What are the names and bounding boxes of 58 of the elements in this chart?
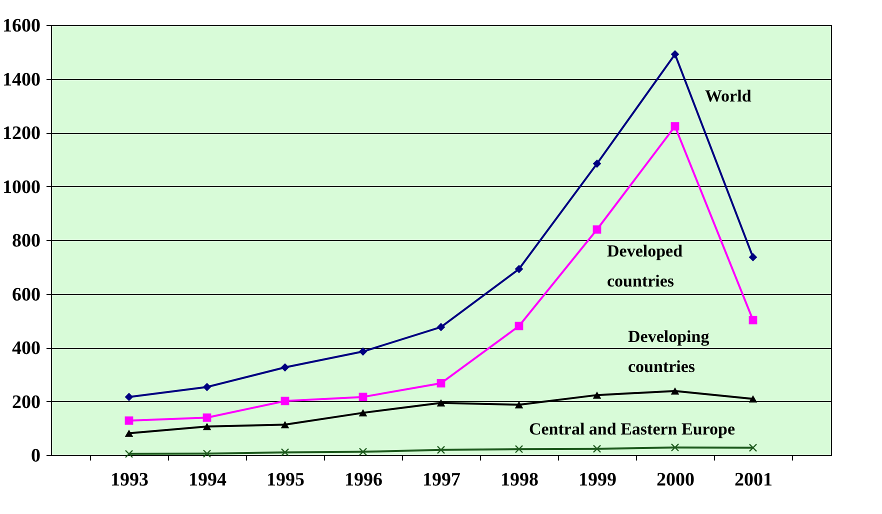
y-tick-label: 400 (12, 338, 40, 359)
point (748, 444, 758, 452)
point (592, 159, 602, 168)
point (514, 401, 524, 408)
y-tick-label: 200 (12, 392, 40, 413)
x-tick-label: 1994 (188, 470, 227, 490)
point (280, 448, 290, 456)
x-tick-label: 1993 (110, 470, 148, 490)
point (748, 395, 758, 402)
x-tick-label: 2000 (656, 470, 694, 490)
point (280, 363, 290, 372)
point (514, 322, 524, 330)
x-tick-label: 1995 (266, 470, 304, 490)
y-tick-label: 0 (31, 446, 40, 466)
point (592, 444, 602, 453)
point (124, 416, 134, 425)
x-tick-label: 1998 (500, 470, 538, 490)
x-tick-label: 1997 (422, 470, 461, 490)
point (202, 382, 212, 392)
point (436, 379, 446, 388)
point (670, 387, 680, 395)
series-label: Central and Eastern Europe (528, 419, 736, 438)
point (514, 264, 524, 274)
y-tick-label: 1000 (2, 176, 40, 198)
point (670, 50, 680, 58)
point (202, 422, 212, 430)
point (748, 253, 758, 262)
point (202, 413, 212, 422)
point (436, 446, 446, 454)
point (280, 421, 290, 428)
point (124, 430, 134, 437)
point (124, 450, 134, 458)
y-tick-label: 600 (12, 284, 40, 306)
y-tick-label: 1400 (2, 69, 40, 90)
y-tick-label: 1200 (2, 123, 40, 144)
point (748, 316, 758, 324)
series-label: Developed countries (607, 242, 684, 291)
point (436, 322, 446, 332)
series-label: World (705, 86, 752, 106)
point (202, 450, 212, 458)
point (436, 399, 446, 406)
point (124, 392, 134, 402)
point (358, 448, 368, 456)
point (280, 396, 290, 406)
point (514, 444, 524, 454)
y-tick-label: 1600 (2, 16, 40, 36)
point (670, 443, 680, 452)
x-tick-label: 1999 (578, 470, 616, 490)
point (670, 122, 680, 131)
point (358, 392, 368, 402)
x-tick-label: 1996 (344, 470, 382, 490)
y-tick-label: 800 (12, 230, 40, 252)
point (358, 347, 368, 356)
series-label: Developing countries (628, 327, 710, 376)
point (592, 391, 602, 399)
point (592, 225, 602, 234)
point (358, 409, 368, 416)
x-tick-label: 2001 (734, 470, 772, 490)
